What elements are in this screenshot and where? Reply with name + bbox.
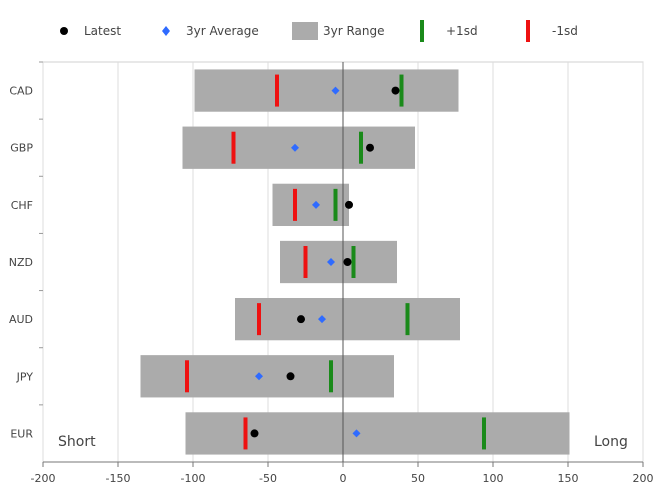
plus1sd-bar bbox=[333, 188, 338, 221]
latest-marker bbox=[366, 143, 374, 152]
legend-avg-label: 3yr Average bbox=[186, 24, 259, 38]
legend-plus1sd-icon bbox=[420, 20, 424, 42]
plot-area: -200 -150 -100 -50 0 50 100 150 200 CAD GBP CHF NZD A… bbox=[9, 61, 654, 485]
latest-marker bbox=[286, 372, 295, 381]
minus1sd-bar bbox=[243, 417, 248, 450]
plus1sd-bar bbox=[351, 246, 356, 278]
x-tick-label: 100 bbox=[483, 472, 504, 485]
minus1sd-bar bbox=[293, 188, 297, 221]
legend-plus1sd-label: +1sd bbox=[446, 24, 478, 38]
range-bar bbox=[235, 298, 460, 341]
legend-minus1sd-icon bbox=[526, 20, 530, 42]
short-annotation: Short bbox=[58, 434, 96, 450]
legend-latest-icon bbox=[60, 27, 68, 35]
latest-marker bbox=[343, 258, 352, 266]
average-marker bbox=[331, 86, 340, 95]
average-marker bbox=[327, 258, 335, 266]
range-bar bbox=[194, 69, 459, 112]
average-marker bbox=[318, 315, 326, 324]
x-tick-label: 50 bbox=[411, 472, 425, 485]
category-label: EUR bbox=[10, 427, 33, 440]
minus1sd-bar bbox=[185, 360, 189, 393]
x-tick-label: -50 bbox=[259, 472, 277, 485]
legend: Latest 3yr Average 3yr Range +1sd -1sd bbox=[60, 20, 578, 42]
latest-marker bbox=[297, 315, 305, 324]
legend-range-label: 3yr Range bbox=[323, 24, 385, 38]
latest-marker bbox=[391, 86, 400, 95]
legend-latest-label: Latest bbox=[84, 24, 121, 38]
x-tick-label: -100 bbox=[181, 472, 206, 485]
minus1sd-bar bbox=[231, 131, 236, 164]
range-bar bbox=[140, 355, 394, 398]
range-bar bbox=[185, 412, 570, 455]
legend-avg-icon bbox=[162, 26, 170, 36]
range-bar bbox=[272, 183, 349, 226]
long-annotation: Long bbox=[594, 434, 628, 450]
category-label: NZD bbox=[9, 256, 33, 269]
x-tick-label: 150 bbox=[558, 472, 579, 485]
latest-marker bbox=[345, 200, 353, 209]
minus1sd-bar bbox=[257, 303, 261, 336]
minus1sd-bar bbox=[275, 74, 279, 107]
x-tick-label: 200 bbox=[633, 472, 654, 485]
latest-marker bbox=[250, 429, 259, 438]
average-marker bbox=[352, 429, 361, 438]
plus1sd-bar bbox=[329, 360, 333, 393]
plus1sd-bar bbox=[482, 417, 486, 450]
category-label: GBP bbox=[10, 142, 33, 155]
category-label: JPY bbox=[16, 370, 34, 383]
minus1sd-bar bbox=[303, 246, 308, 278]
x-tick-label: -150 bbox=[106, 472, 131, 485]
plus1sd-bar bbox=[405, 303, 410, 336]
category-label: CAD bbox=[9, 85, 33, 98]
category-label: CHF bbox=[11, 199, 33, 212]
range-bar bbox=[280, 240, 397, 284]
legend-minus1sd-label: -1sd bbox=[552, 24, 578, 38]
average-marker bbox=[312, 200, 320, 209]
legend-range-icon bbox=[292, 22, 318, 40]
x-tick-label: 0 bbox=[340, 472, 347, 485]
category-label: AUD bbox=[9, 313, 33, 326]
plus1sd-bar bbox=[399, 74, 404, 107]
plus1sd-bar bbox=[359, 131, 363, 164]
average-marker bbox=[291, 143, 299, 152]
x-tick-label: -200 bbox=[31, 472, 56, 485]
average-marker bbox=[255, 372, 263, 381]
